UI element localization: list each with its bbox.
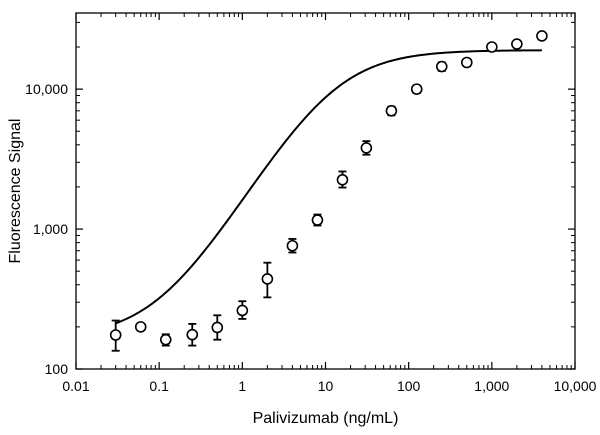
data-point bbox=[435, 60, 448, 73]
data-point bbox=[286, 238, 299, 254]
y-tick-label: 100 bbox=[45, 361, 69, 377]
data-points bbox=[109, 30, 548, 352]
y-tick-label: 10,000 bbox=[25, 81, 68, 97]
y-axis-label: Fluorescence Signal bbox=[7, 119, 24, 264]
data-point bbox=[186, 323, 199, 347]
data-point bbox=[159, 333, 172, 347]
data-marker bbox=[186, 328, 199, 341]
x-tick-label: 1,000 bbox=[474, 378, 509, 394]
data-point bbox=[460, 56, 473, 69]
data-point bbox=[511, 38, 523, 50]
data-point bbox=[536, 30, 548, 42]
data-marker bbox=[360, 142, 373, 154]
data-marker bbox=[211, 321, 224, 334]
data-marker bbox=[336, 173, 349, 186]
data-point bbox=[360, 140, 373, 156]
data-marker bbox=[435, 60, 448, 73]
data-marker bbox=[109, 329, 122, 341]
data-point bbox=[109, 319, 122, 352]
data-marker bbox=[410, 83, 423, 95]
data-marker bbox=[311, 214, 324, 226]
data-marker bbox=[385, 105, 398, 117]
y-axis-ticks: 100 1,000 10,000 bbox=[25, 21, 575, 377]
data-point bbox=[134, 321, 147, 333]
x-axis-label: Palivizumab (ng/mL) bbox=[253, 410, 399, 427]
data-point bbox=[336, 170, 349, 189]
fit-curve bbox=[115, 49, 542, 325]
x-tick-label: 100 bbox=[397, 378, 421, 394]
data-point bbox=[211, 314, 224, 341]
data-point bbox=[486, 41, 498, 53]
data-point bbox=[311, 213, 324, 227]
x-tick-label: 10,000 bbox=[554, 378, 597, 394]
data-point bbox=[410, 83, 423, 95]
x-tick-label: 1 bbox=[238, 378, 246, 394]
data-marker bbox=[236, 304, 249, 317]
data-marker bbox=[536, 30, 548, 42]
data-point bbox=[236, 300, 249, 320]
data-marker bbox=[511, 38, 523, 50]
x-tick-label: 10 bbox=[318, 378, 334, 394]
x-tick-label: 0.1 bbox=[149, 378, 169, 394]
x-axis-ticks: 0.01 0.1 1 10 100 1,000 10,000 bbox=[62, 13, 597, 394]
data-marker bbox=[134, 321, 147, 333]
data-point bbox=[261, 261, 274, 299]
data-marker bbox=[286, 239, 299, 252]
data-marker bbox=[460, 56, 473, 69]
data-marker bbox=[261, 273, 274, 285]
y-tick-label: 1,000 bbox=[33, 221, 68, 237]
data-marker bbox=[486, 41, 498, 53]
x-tick-label: 0.01 bbox=[62, 378, 89, 394]
data-point bbox=[385, 105, 398, 117]
plot-frame bbox=[75, 12, 576, 370]
data-marker bbox=[159, 333, 172, 346]
